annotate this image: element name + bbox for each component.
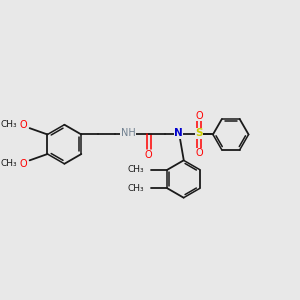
Text: O: O [145,150,152,160]
Text: N: N [174,128,183,138]
Text: O: O [195,110,203,121]
Text: O: O [20,159,27,169]
Text: CH₃: CH₃ [128,184,145,193]
Text: O: O [195,148,203,158]
Text: CH₃: CH₃ [128,165,145,174]
Text: S: S [195,128,203,138]
Text: NH: NH [121,128,135,138]
Text: CH₃: CH₃ [0,120,17,129]
Text: O: O [20,120,27,130]
Text: CH₃: CH₃ [0,159,17,168]
